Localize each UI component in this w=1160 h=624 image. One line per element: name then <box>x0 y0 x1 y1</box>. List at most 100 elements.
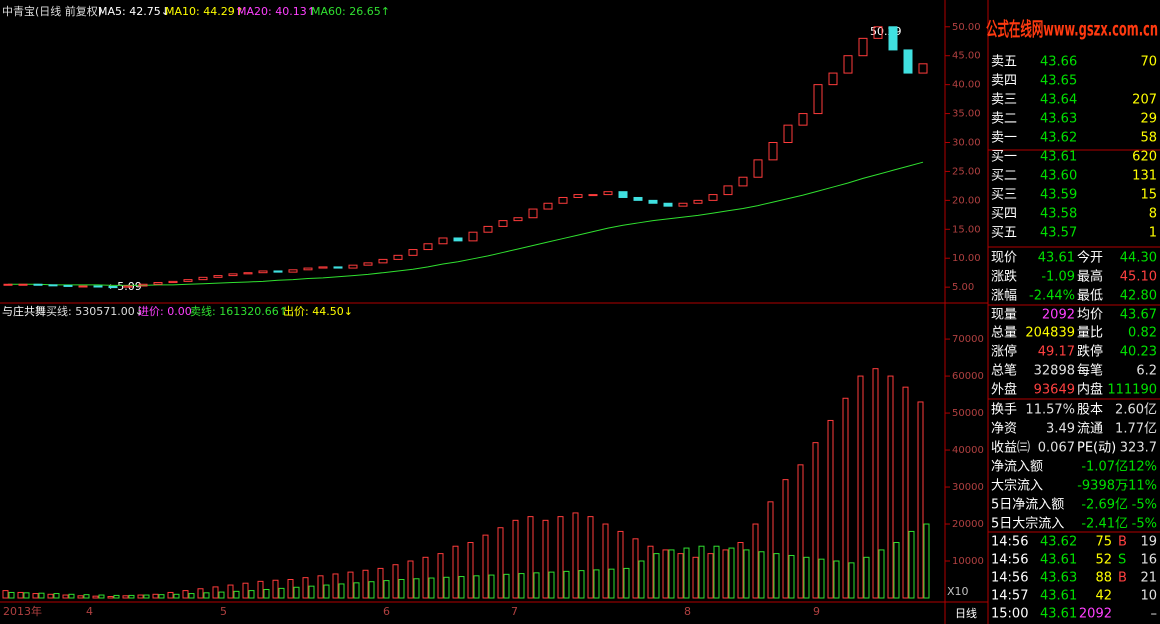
trade-time: 14:56 <box>991 553 1028 568</box>
sell-bar <box>578 570 585 599</box>
flow-value: -1.07亿 <box>1081 460 1128 475</box>
buy-bar <box>632 538 639 599</box>
candle <box>618 191 628 198</box>
trade-side: B <box>1118 571 1127 586</box>
candle <box>603 191 613 196</box>
stat-value: 2.60亿 <box>1115 403 1157 418</box>
candle <box>903 49 913 74</box>
y-tick-label: 25.00 <box>952 166 981 177</box>
book-volume: 207 <box>1132 93 1157 108</box>
candle <box>273 270 283 273</box>
buy-bar <box>377 567 384 599</box>
sell-bar <box>98 594 105 599</box>
stat-value: -2.44% <box>1029 289 1075 304</box>
buy-bar <box>332 573 339 599</box>
buy-bar <box>2 590 9 599</box>
stat-label: 跌停 <box>1077 344 1103 360</box>
candle <box>483 225 493 233</box>
sell-bar <box>23 592 30 599</box>
exit-price: 出价: 44.50↓ <box>283 304 353 318</box>
y-tick-label: 5.00 <box>952 282 974 293</box>
sell-bar <box>638 560 645 599</box>
buy-bar <box>797 464 804 599</box>
sell-bar <box>893 542 900 599</box>
buy-bar <box>692 556 699 599</box>
candle <box>33 283 43 286</box>
buy-bar <box>782 479 789 599</box>
candle <box>153 282 163 285</box>
buy-bar <box>917 401 924 599</box>
stat-label: 今开 <box>1077 250 1103 266</box>
stat-value: 42.80 <box>1120 289 1157 304</box>
stat-value: 11.57% <box>1025 403 1075 418</box>
trade-time: 15:00 <box>991 607 1028 622</box>
sell-bar <box>848 562 855 599</box>
flow-label: 5日净流入额 <box>991 498 1064 513</box>
book-label: 卖一 <box>991 131 1017 146</box>
flow-value: -9398万 <box>1077 479 1128 494</box>
stat-label: 最低 <box>1077 289 1103 304</box>
buy-bar <box>527 516 534 599</box>
sell-bar <box>503 573 510 599</box>
buy-bar <box>287 579 294 599</box>
trade-time: 14:56 <box>991 535 1028 550</box>
trade-volume: 2092 <box>1079 607 1112 622</box>
book-volume: 70 <box>1140 55 1157 70</box>
trade-price: 43.62 <box>1040 535 1077 550</box>
sell-bar <box>788 554 795 599</box>
stat-label: 涨停 <box>991 344 1017 360</box>
book-volume: 8 <box>1149 207 1157 222</box>
candle <box>183 279 193 282</box>
book-price: 43.57 <box>1040 226 1077 241</box>
candle <box>438 237 448 245</box>
candle <box>243 272 253 275</box>
candle <box>108 286 118 289</box>
trade-count: 19 <box>1140 535 1157 550</box>
candle <box>738 176 748 187</box>
sell-bar <box>413 578 420 599</box>
candle <box>498 220 508 227</box>
candle <box>468 231 478 242</box>
candle <box>708 194 718 201</box>
buy-bar <box>767 501 774 599</box>
y-tick-label: 10000 <box>952 556 984 567</box>
y-tick-label: 15.00 <box>952 224 981 235</box>
candle <box>78 285 88 288</box>
sell-bar <box>188 593 195 599</box>
book-price: 43.63 <box>1040 112 1077 127</box>
buy-bar <box>587 516 594 599</box>
sell-bar <box>803 556 810 599</box>
candle <box>198 276 208 281</box>
flow-pct: -12% <box>1123 460 1157 475</box>
buy-bar <box>512 519 519 599</box>
sell-bar <box>53 593 60 599</box>
candle <box>678 202 688 207</box>
trade-price: 43.63 <box>1040 571 1077 586</box>
buy-bar <box>182 590 189 599</box>
y-tick-label: 60000 <box>952 371 984 382</box>
book-price: 43.62 <box>1040 131 1077 146</box>
sell-bar <box>563 570 570 599</box>
indicator-title: 与庄共舞 <box>2 304 46 318</box>
sell-bar <box>923 523 930 599</box>
trade-side: B <box>1118 535 1127 550</box>
stat-label: 涨幅 <box>991 289 1017 304</box>
candle <box>528 208 538 219</box>
trade-count: 10 <box>1140 589 1157 604</box>
scale-label: X10 <box>947 585 969 598</box>
y-tick-label: 20.00 <box>952 195 981 206</box>
sell-bar <box>728 547 735 599</box>
buy-bar <box>752 523 759 599</box>
sell-line: 卖线: 161320.66↑ <box>190 304 288 318</box>
candle <box>888 26 898 51</box>
y-tick-label: 50000 <box>952 408 984 419</box>
buy-bar <box>542 519 549 599</box>
candle <box>843 55 853 74</box>
buy-bar <box>272 579 279 599</box>
buy-bar <box>707 553 714 599</box>
sell-bar <box>758 551 765 599</box>
stat-value: 43.67 <box>1120 308 1157 323</box>
buy-bar <box>857 375 864 599</box>
book-volume: 131 <box>1132 169 1157 184</box>
